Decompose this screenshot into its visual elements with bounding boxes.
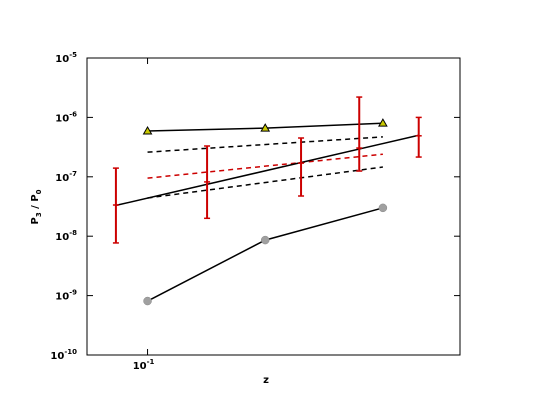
y-tick-exponent: -5 <box>69 51 77 59</box>
y-tick-base: 10 <box>55 292 69 303</box>
y-tick-exponent: -9 <box>69 289 77 297</box>
y-axis-label: P3 / P0 <box>30 189 43 224</box>
y-tick-exponent: -6 <box>69 110 77 118</box>
y-tick-base: 10 <box>55 173 69 184</box>
x-axis-label: z <box>263 375 269 386</box>
y-tick-exponent: -10 <box>64 348 77 356</box>
y-tick-label: 10-9 <box>55 289 77 303</box>
y-tick-exponent: -8 <box>69 229 77 237</box>
plot-frame <box>86 57 461 356</box>
series-line <box>147 166 383 199</box>
y-tick-label: 10-7 <box>55 170 77 184</box>
y-tick-base: 10 <box>50 351 64 362</box>
point-marker <box>378 203 388 213</box>
y-tick-base: 10 <box>55 54 69 65</box>
y-tick-exponent: -7 <box>69 170 77 178</box>
y-tick-label: 10-5 <box>55 51 77 65</box>
y-tick-label: 10-10 <box>50 348 77 362</box>
series-line <box>147 153 383 179</box>
x-tick-exponent: -1 <box>147 358 155 366</box>
y-tick-base: 10 <box>55 113 69 124</box>
point-marker <box>142 126 153 135</box>
y-tick-base: 10 <box>55 232 69 243</box>
point-marker <box>378 118 388 127</box>
series-line <box>115 134 419 207</box>
y-tick-label: 10-8 <box>55 229 77 243</box>
point-marker <box>260 235 270 245</box>
x-tick-label: 10-1 <box>133 358 155 372</box>
point-marker <box>143 296 152 306</box>
series-line <box>147 207 384 302</box>
x-tick-base: 10 <box>133 361 147 372</box>
y-tick-label: 10-6 <box>55 110 77 124</box>
series-line <box>147 136 383 153</box>
point-marker <box>260 123 271 132</box>
